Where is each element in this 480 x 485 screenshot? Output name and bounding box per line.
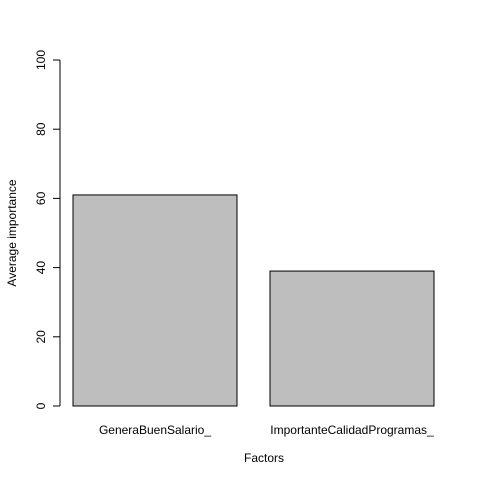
- x-category-label-1: ImportanteCalidadProgramas_: [270, 423, 434, 437]
- y-tick-label-2: 40: [34, 261, 48, 275]
- bar-1: [269, 270, 435, 407]
- bars-layer: [72, 194, 435, 407]
- y-tick-label-1: 20: [34, 330, 48, 344]
- y-tick-label-3: 60: [34, 191, 48, 205]
- y-axis-title: Average importance: [5, 179, 19, 287]
- x-category-label-0: GeneraBuenSalario_: [99, 423, 211, 437]
- x-axis-title: Factors: [244, 451, 284, 465]
- bar-0: [72, 194, 238, 407]
- x-axis-category-labels: GeneraBuenSalario_ ImportanteCalidadProgr…: [99, 423, 434, 437]
- y-axis: 0 20 40 60 80 100: [34, 50, 61, 409]
- y-tick-label-4: 80: [34, 122, 48, 136]
- y-tick-label-0: 0: [34, 402, 48, 409]
- y-tick-label-5: 100: [34, 50, 48, 70]
